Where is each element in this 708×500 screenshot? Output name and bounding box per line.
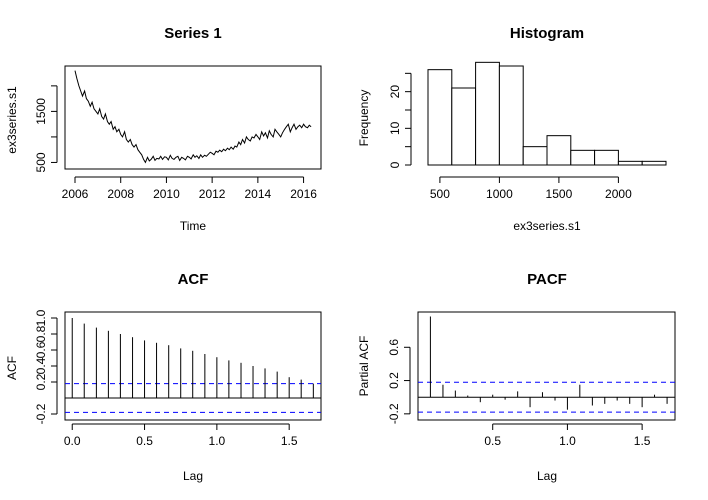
series1-xtick-2008: 2008: [107, 187, 134, 201]
histogram-bar-4: [522, 146, 548, 166]
series1-ytick-500: 500: [34, 152, 48, 172]
acf-ytick-1.0: 1.0: [34, 309, 48, 326]
acf-xtick-1.0: 1.0: [209, 434, 226, 448]
histogram-ylabel: Frequency: [357, 90, 371, 147]
pacf-xtick-1.5: 1.5: [634, 434, 651, 448]
series1-xtick-2006: 2006: [62, 187, 89, 201]
histogram-ytick-0: 0: [388, 161, 402, 168]
acf-ytick-0.8: 0.8: [34, 325, 48, 342]
acf-ylabel: ACF: [5, 356, 19, 380]
pacf-xtick-0.5: 0.5: [484, 434, 501, 448]
series1-xtick-2012: 2012: [199, 187, 226, 201]
acf-xlabel: Lag: [183, 469, 203, 483]
pacf-ylabel: Partial ACF: [357, 336, 371, 397]
acf-xtick-1.5: 1.5: [281, 434, 298, 448]
histogram-bar-0: [427, 69, 453, 166]
acf-ytick-0.6: 0.6: [34, 341, 48, 358]
acf-panel: ACF Lag ACF 0.0 0.5 1.0 1.5 -0.2 0.2 0.6 1.0 0.4…: [5, 271, 322, 483]
histogram-title: Histogram: [510, 25, 584, 42]
histogram-bar-1: [451, 87, 477, 166]
series1-title: Series 1: [164, 25, 222, 42]
histogram-bar-3: [498, 65, 524, 166]
series1-xlabel: Time: [180, 219, 207, 233]
histogram-bar-2: [475, 61, 500, 166]
acf-ytick-0.2: 0.2: [34, 373, 48, 390]
acf-ytick--0.2: -0.2: [34, 403, 48, 424]
pacf-ytick-0.6: 0.6: [387, 339, 401, 356]
acf-title: ACF: [178, 271, 209, 288]
histogram-bar-9: [641, 160, 667, 166]
histogram-xtick-500: 500: [430, 187, 450, 201]
series1-plot-box: [64, 65, 322, 170]
pacf-panel: PACF Lag Partial ACF 0.5 1.0 1.5 -0.2 0.2 0.6: [357, 271, 676, 483]
pacf-plot-box: [417, 311, 676, 421]
histogram-bar-8: [617, 160, 643, 166]
acf-plot-box: [64, 311, 322, 421]
histogram-xlabel: ex3series.s1: [513, 219, 581, 233]
pacf-ytick--0.2: -0.2: [387, 403, 401, 424]
pacf-xlabel: Lag: [537, 469, 557, 483]
histogram-ytick-10: 10: [388, 121, 402, 135]
histogram-bar-6: [570, 149, 596, 166]
histogram-ytick-20: 20: [388, 85, 402, 99]
series1-xtick-2014: 2014: [245, 187, 272, 201]
series1-panel: Series 1 Time ex3series.s1 2006 2008 2010 2…: [5, 25, 322, 233]
series1-ylabel: ex3series.s1: [5, 86, 19, 154]
histogram-xtick-2000: 2000: [605, 187, 632, 201]
series1-xtick-2016: 2016: [290, 187, 317, 201]
acf-xtick-0.5: 0.5: [136, 434, 153, 448]
acf-xtick-0.0: 0.0: [64, 434, 81, 448]
acf-ytick-0.4: 0.4: [34, 357, 48, 374]
series1-line: [74, 70, 312, 164]
pacf-xtick-1.0: 1.0: [559, 434, 576, 448]
histogram-bar-7: [594, 149, 619, 166]
series1-ytick-1500: 1500: [34, 98, 48, 125]
series1-xtick-2010: 2010: [153, 187, 180, 201]
histogram-panel: Histogram ex3series.s1 Frequency 500 1000…: [357, 25, 667, 233]
pacf-title: PACF: [527, 271, 567, 288]
histogram-xtick-1500: 1500: [546, 187, 573, 201]
histogram-xtick-1000: 1000: [486, 187, 513, 201]
histogram-bar-5: [546, 135, 572, 166]
pacf-ytick-0.2: 0.2: [387, 372, 401, 389]
